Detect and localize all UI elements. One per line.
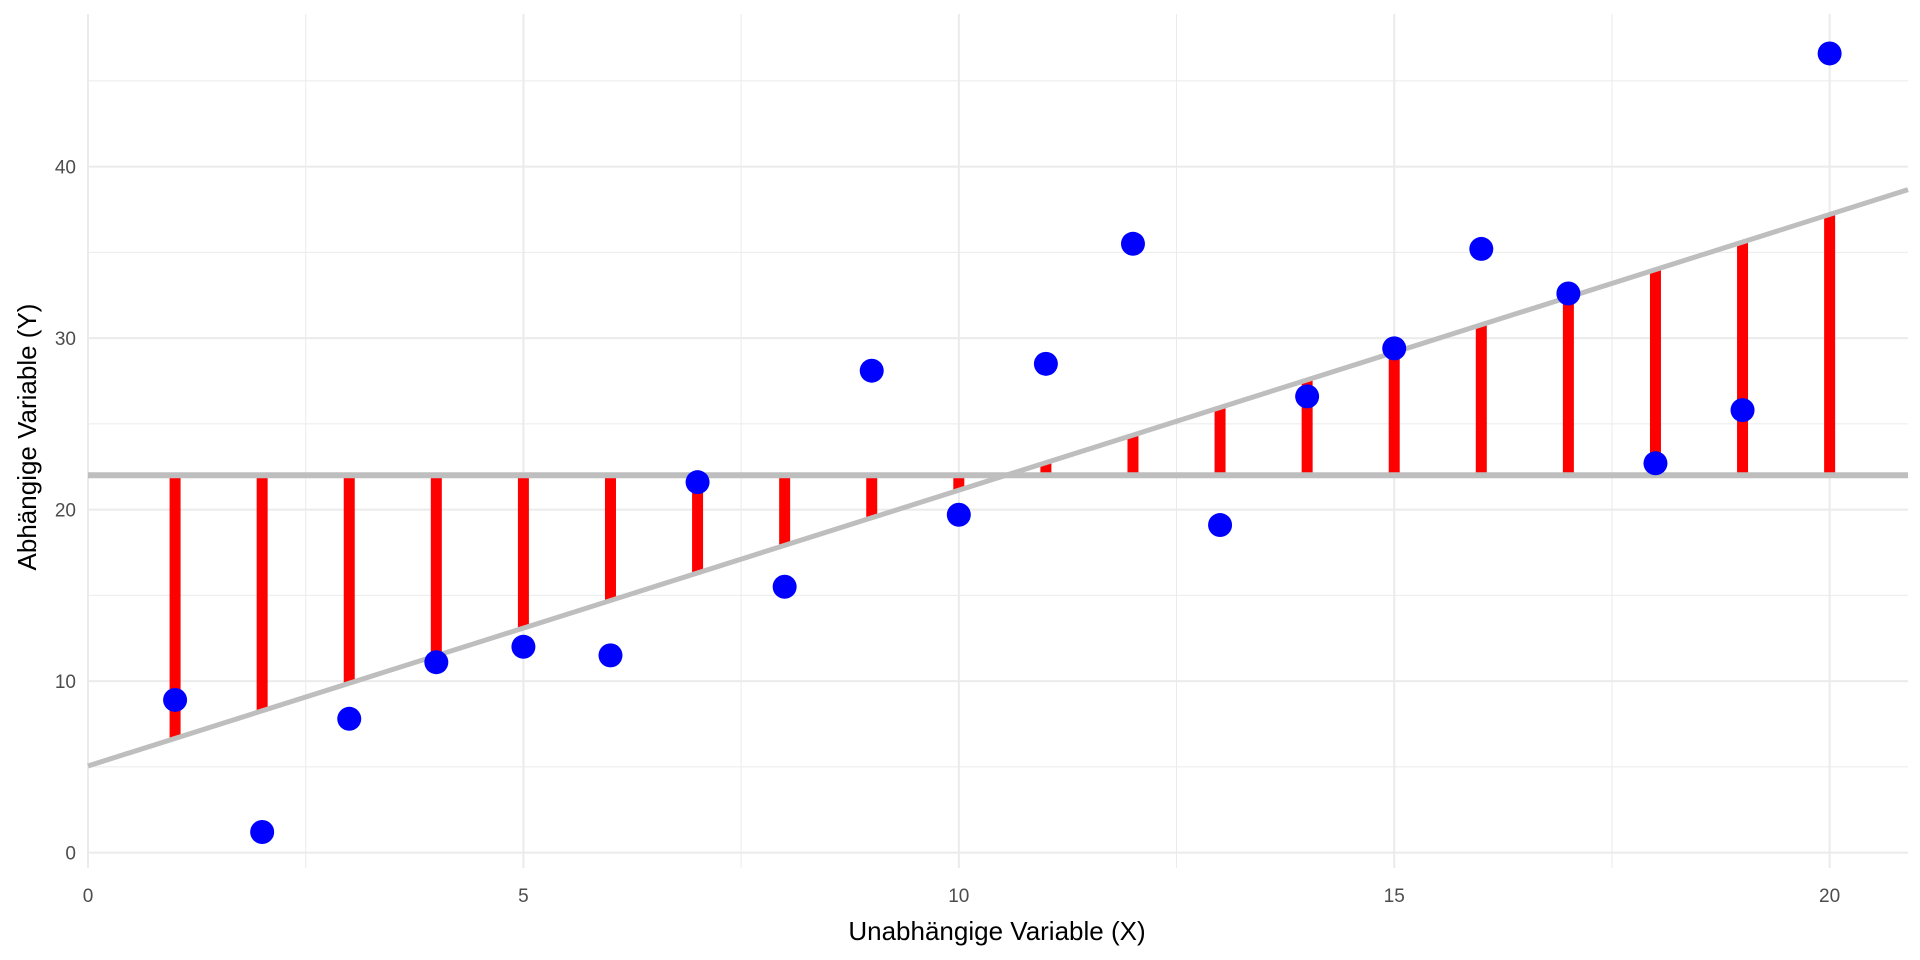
x-axis-title: Unabhängige Variable (X) (848, 916, 1145, 946)
data-points (163, 41, 1842, 844)
x-tick-label: 5 (518, 886, 529, 907)
x-tick-label: 20 (1819, 886, 1840, 907)
y-tick-label: 10 (55, 672, 76, 693)
deviation-segments (169, 214, 1836, 739)
data-point (511, 634, 536, 659)
data-point (1033, 351, 1058, 376)
data-point (1295, 384, 1320, 409)
data-point (1469, 236, 1494, 261)
data-point (1120, 231, 1145, 256)
data-point (250, 819, 275, 844)
x-tick-label: 0 (83, 886, 94, 907)
data-point (859, 358, 884, 383)
y-tick-label: 0 (65, 844, 76, 865)
data-point (1730, 398, 1755, 423)
reference-lines (87, 187, 1909, 769)
y-axis-ticks: 0 10 20 30 40 (55, 158, 76, 865)
data-point (424, 650, 449, 675)
minor-grid (88, 14, 1908, 868)
x-tick-label: 15 (1384, 886, 1405, 907)
data-point (163, 687, 188, 712)
y-axis-title: Abhängige Variable (Y) (12, 304, 42, 571)
data-point (1556, 281, 1581, 306)
y-tick-label: 20 (55, 501, 76, 522)
y-tick-label: 40 (55, 158, 76, 179)
data-point (772, 574, 797, 599)
x-axis-ticks: 0 5 10 15 20 (83, 886, 1840, 907)
data-point (1208, 513, 1233, 538)
data-point (1382, 336, 1407, 361)
data-point (946, 502, 971, 527)
data-point (598, 643, 623, 668)
regression-line (87, 187, 1909, 769)
data-point (1643, 451, 1668, 476)
major-grid (87, 14, 1908, 868)
data-point (685, 470, 710, 495)
x-tick-label: 10 (948, 886, 969, 907)
y-tick-label: 30 (55, 329, 76, 350)
data-point (337, 706, 362, 731)
data-point (1817, 41, 1842, 66)
